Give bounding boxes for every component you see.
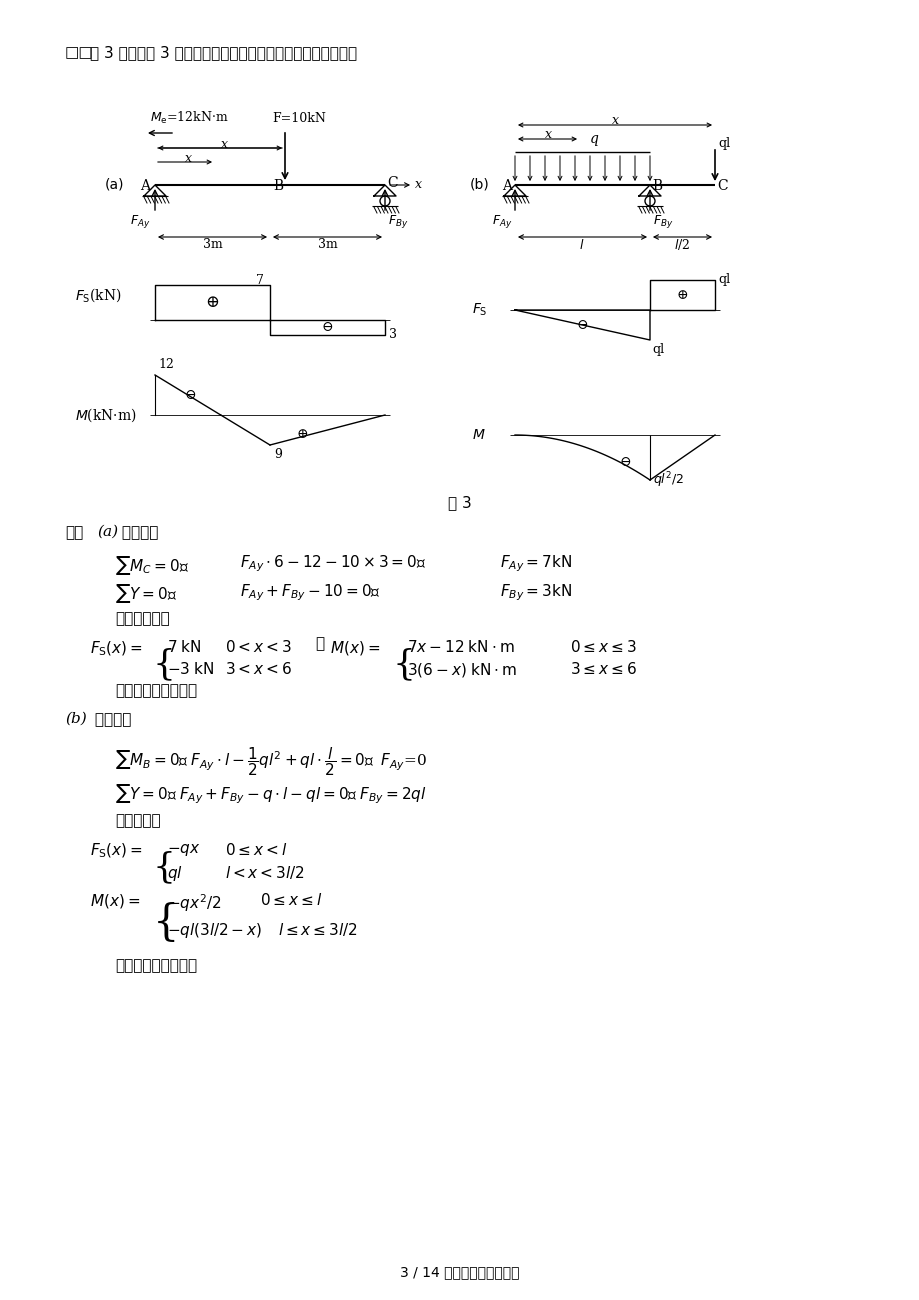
Text: $F_{Ay}$: $F_{Ay}$ (491, 212, 512, 230)
Text: ⊕: ⊕ (675, 289, 687, 302)
Text: $-ql(3l/2-x)$: $-ql(3l/2-x)$ (167, 920, 262, 940)
Text: ⊖: ⊖ (184, 387, 196, 402)
Text: x: x (221, 138, 227, 151)
Text: $F_{By}$: $F_{By}$ (652, 212, 673, 230)
Text: 3m: 3m (317, 238, 337, 251)
Text: (b): (b) (470, 178, 489, 192)
Text: $l<x<3l/2$: $l<x<3l/2$ (225, 863, 304, 881)
Text: B: B (273, 179, 283, 192)
Text: 列内力方程: 列内力方程 (115, 814, 161, 828)
Text: $M$(kN·m): $M$(kN·m) (75, 406, 137, 424)
Text: $\sum M_B=0$：$\;F_{Ay}\cdot l-\dfrac{1}{2}ql^2+ql\cdot\dfrac{l}{2}=0$，$\;\;F_{Ay: $\sum M_B=0$：$\;F_{Ay}\cdot l-\dfrac{1}{… (115, 745, 426, 777)
Text: 解：: 解： (65, 525, 83, 540)
Text: $0\leq x\leq l$: $0\leq x\leq l$ (260, 892, 322, 909)
Text: $ql$: $ql$ (167, 863, 183, 883)
Text: $M$: $M$ (471, 428, 485, 442)
Text: $F_{By}$: $F_{By}$ (388, 212, 408, 230)
Text: 9: 9 (274, 448, 281, 461)
Text: $-qx$: $-qx$ (167, 842, 200, 858)
Text: $l$: $l$ (579, 238, 584, 252)
Text: $M(x)=$: $M(x)=$ (330, 640, 380, 658)
Text: q: q (589, 133, 598, 146)
Text: (a): (a) (105, 178, 124, 192)
Text: ⊕: ⊕ (296, 426, 308, 441)
Text: $0<x<3$: $0<x<3$ (225, 640, 291, 655)
Text: $-qx^2/2$: $-qx^2/2$ (167, 892, 221, 914)
Text: (b): (b) (65, 712, 86, 725)
Text: $ql^2/2$: $ql^2/2$ (652, 471, 683, 490)
Text: $F_{By}=3{\rm kN}$: $F_{By}=3{\rm kN}$ (499, 582, 572, 603)
Text: $F_{\rm S}(x)=$: $F_{\rm S}(x)=$ (90, 640, 142, 658)
Text: $F_{\rm S}$(kN): $F_{\rm S}$(kN) (75, 286, 121, 304)
Text: $\sum Y=0$：$\;F_{Ay}+F_{By}-q\cdot l-ql=0$，$\;F_{By}=2ql$: $\sum Y=0$：$\;F_{Ay}+F_{By}-q\cdot l-ql=… (115, 783, 426, 806)
Text: C: C (387, 176, 397, 190)
Text: {: { (392, 647, 415, 681)
Text: $\sum M_C = 0$：: $\sum M_C = 0$： (115, 554, 188, 577)
Text: ql: ql (717, 136, 730, 150)
Text: {: { (153, 850, 176, 884)
Text: $F_{\rm S}$: $F_{\rm S}$ (471, 302, 487, 318)
Text: ⊕: ⊕ (205, 295, 219, 312)
Text: 3m: 3m (202, 238, 222, 251)
Text: {: { (153, 902, 179, 944)
Text: ql: ql (717, 273, 730, 286)
Text: $-3\;{\rm kN}$: $-3\;{\rm kN}$ (167, 662, 214, 677)
Text: $3(6-x)\;{\rm kN\cdot m}$: $3(6-x)\;{\rm kN\cdot m}$ (406, 662, 516, 680)
Text: $F_{Ay} \cdot 6-12-10\times3=0$，: $F_{Ay} \cdot 6-12-10\times3=0$， (240, 554, 425, 575)
Text: 求支反力: 求支反力 (117, 525, 158, 540)
Text: $0\leq x<l$: $0\leq x<l$ (225, 842, 287, 858)
Text: $7x-12\;{\rm kN\cdot m}$: $7x-12\;{\rm kN\cdot m}$ (406, 640, 514, 655)
Text: $\sum Y=0$：: $\sum Y=0$： (115, 582, 177, 606)
Text: A: A (502, 179, 512, 192)
Text: $F_{Ay}$: $F_{Ay}$ (130, 212, 150, 230)
Text: ⊖: ⊖ (618, 455, 630, 469)
Text: $3<x<6$: $3<x<6$ (225, 662, 291, 677)
Text: 作剪力图和弯矩图。: 作剪力图和弯矩图。 (115, 684, 197, 698)
Text: 作剪力图和弯矩图。: 作剪力图和弯矩图。 (115, 958, 197, 974)
Text: $F_{Ay}=7{\rm kN}$: $F_{Ay}=7{\rm kN}$ (499, 554, 572, 575)
Text: (a): (a) (96, 525, 118, 540)
Text: 3: 3 (389, 329, 397, 342)
Text: B: B (652, 179, 662, 192)
Text: ⊖: ⊖ (575, 318, 587, 332)
Text: $M_{\rm e}$=12kN·m: $M_{\rm e}$=12kN·m (150, 111, 229, 126)
Text: x: x (544, 127, 550, 140)
Text: $l$/2: $l$/2 (673, 238, 689, 252)
Text: ，: ， (314, 637, 323, 651)
Text: 列内力方程，: 列内力方程， (115, 611, 170, 625)
Text: 图 3: 图 3 (448, 495, 471, 511)
Text: $3\leq x\leq6$: $3\leq x\leq6$ (570, 662, 636, 677)
Text: 求支反力: 求支反力 (90, 712, 131, 727)
Text: x: x (414, 178, 422, 191)
Text: $l\leq x\leq3l/2$: $l\leq x\leq3l/2$ (278, 920, 357, 939)
Text: 3 / 14 文档可自由编辑打印: 3 / 14 文档可自由编辑打印 (400, 1265, 519, 1279)
Text: C: C (716, 179, 727, 192)
Text: 12: 12 (158, 358, 174, 370)
Text: $0\leq x\leq3$: $0\leq x\leq3$ (570, 640, 636, 655)
Text: x: x (185, 152, 192, 165)
Text: A: A (140, 179, 150, 192)
Text: ⊖: ⊖ (321, 320, 333, 334)
Text: □□: □□ (65, 46, 94, 61)
Text: $F_{Ay}+F_{By}-10=0$，: $F_{Ay}+F_{By}-10=0$， (240, 582, 380, 603)
Text: $M(x)=$: $M(x)=$ (90, 892, 140, 910)
Text: ql: ql (652, 343, 664, 356)
Text: $7\;{\rm kN}$: $7\;{\rm kN}$ (167, 640, 201, 655)
Text: $F_{\rm S}(x)=$: $F_{\rm S}(x)=$ (90, 842, 142, 861)
Text: x: x (611, 113, 618, 126)
Text: F=10kN: F=10kN (272, 112, 325, 125)
Text: 例 3 试写出图 3 所示梁的内力方程，并画出剪力图和弯矩图。: 例 3 试写出图 3 所示梁的内力方程，并画出剪力图和弯矩图。 (90, 46, 357, 61)
Text: {: { (153, 647, 176, 681)
Text: 7: 7 (255, 274, 264, 287)
